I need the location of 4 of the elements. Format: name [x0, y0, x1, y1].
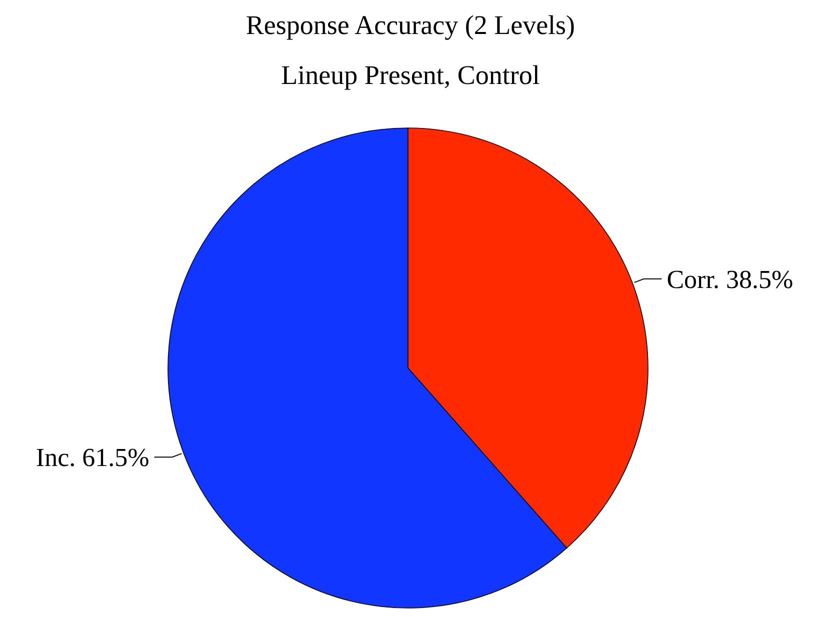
chart-title: Response Accuracy (2 Levels) — [246, 10, 576, 40]
slice-label: Inc. 61.5% — [36, 443, 150, 472]
chart-subtitle: Lineup Present, Control — [281, 60, 540, 90]
slice-label: Corr. 38.5% — [666, 265, 794, 294]
